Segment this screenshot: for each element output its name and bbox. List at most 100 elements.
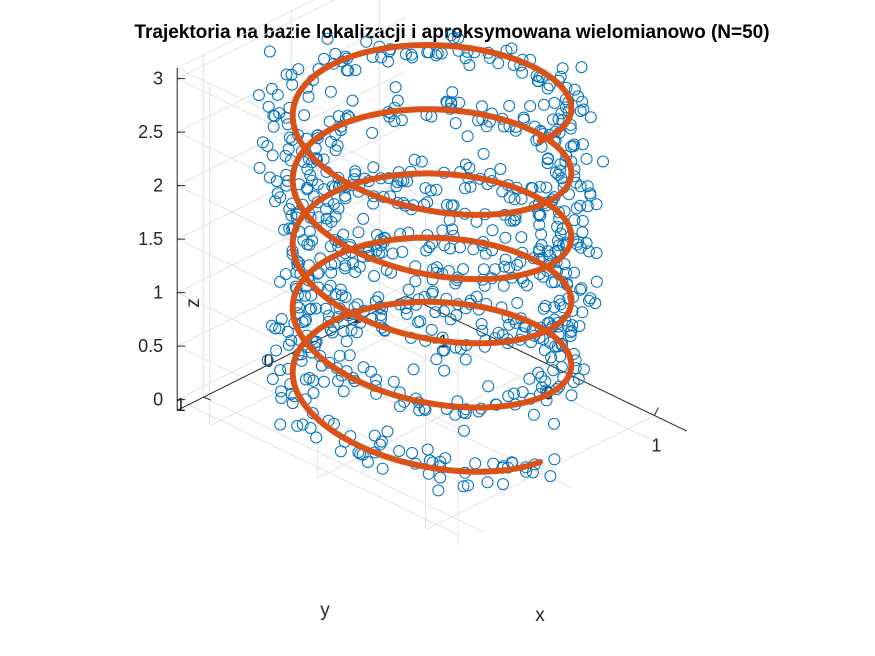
localization-point	[535, 371, 548, 383]
localization-point	[597, 155, 609, 168]
localization-point	[340, 335, 353, 348]
localization-point	[521, 279, 533, 292]
localization-point	[303, 238, 316, 251]
localization-point	[511, 296, 524, 309]
localization-point	[366, 126, 379, 139]
localization-point	[432, 484, 445, 497]
localization-point	[396, 245, 409, 258]
localization-point	[589, 297, 602, 310]
localization-point	[574, 180, 587, 193]
localization-point	[523, 372, 536, 385]
localization-point	[349, 168, 362, 181]
localization-point	[407, 363, 420, 376]
localization-point	[420, 244, 433, 257]
localization-point	[337, 228, 350, 241]
localization-point	[324, 240, 337, 253]
localization-point	[574, 199, 587, 212]
localization-point	[565, 324, 578, 337]
localization-point	[477, 147, 490, 160]
localization-point	[534, 180, 547, 193]
localization-point	[457, 480, 470, 493]
localization-point	[273, 322, 286, 335]
localization-point	[463, 161, 476, 174]
localization-point	[462, 479, 474, 492]
localization-point	[400, 307, 413, 320]
localization-point	[584, 292, 597, 305]
localization-point	[263, 45, 276, 58]
localization-point	[253, 161, 266, 174]
localization-point	[339, 192, 352, 205]
localization-point	[565, 389, 578, 402]
localization-point	[271, 187, 284, 200]
localization-point	[552, 206, 565, 219]
localization-point	[360, 35, 373, 48]
localization-point	[266, 373, 279, 385]
localization-point	[547, 113, 559, 126]
localization-point	[357, 361, 370, 374]
localization-point	[263, 171, 276, 184]
localization-point	[548, 453, 561, 466]
localization-point	[556, 62, 569, 75]
localization-point	[282, 338, 295, 351]
localization-point	[446, 223, 459, 236]
z-tick-label: 1	[153, 283, 163, 303]
localization-point	[280, 68, 293, 81]
localization-point	[265, 319, 278, 332]
localization-point	[337, 385, 350, 398]
localization-point	[552, 239, 565, 252]
localization-point	[319, 302, 332, 315]
localization-point	[547, 364, 560, 377]
localization-point	[503, 191, 516, 204]
localization-point	[309, 302, 322, 315]
y-tick-label: 0	[264, 351, 274, 371]
localization-point	[581, 180, 594, 193]
localization-point	[324, 135, 337, 148]
localization-point	[429, 306, 442, 319]
localization-point	[532, 366, 545, 379]
localization-point	[459, 158, 472, 171]
localization-point	[533, 209, 546, 222]
z-tick-label: 3	[153, 69, 163, 89]
localization-point	[365, 365, 377, 378]
localization-point	[346, 94, 359, 107]
localization-point	[415, 155, 428, 168]
localization-point	[305, 302, 317, 315]
localization-point	[425, 323, 438, 336]
localization-point	[464, 180, 477, 193]
localization-point	[269, 322, 282, 335]
localization-point	[516, 386, 529, 399]
localization-point	[285, 68, 298, 81]
localization-point	[349, 266, 362, 278]
localization-point	[270, 344, 283, 357]
localization-point	[274, 364, 287, 377]
localization-point	[541, 153, 554, 166]
localization-point	[368, 270, 381, 282]
z-tick-label: 2.5	[138, 122, 163, 142]
localization-point	[479, 247, 492, 260]
localization-point	[297, 234, 310, 247]
localization-point	[405, 48, 418, 61]
localization-point	[554, 350, 567, 363]
localization-point	[291, 419, 304, 432]
localization-point	[305, 289, 318, 302]
y-tick-mark	[203, 396, 211, 401]
z-tick-label: 1.5	[138, 229, 163, 249]
localization-point	[515, 231, 528, 244]
localization-point	[349, 165, 362, 178]
x-tick-label: 1	[651, 436, 661, 456]
localization-point	[508, 387, 520, 400]
z-tick-label: 0.5	[138, 336, 163, 356]
localization-point	[470, 290, 483, 303]
localization-point	[419, 182, 432, 194]
localization-point	[502, 390, 515, 403]
localization-point	[408, 153, 421, 166]
localization-point	[475, 318, 488, 330]
localization-point	[503, 261, 516, 274]
localization-point	[389, 81, 402, 94]
localization-point	[583, 245, 595, 258]
localization-point	[533, 243, 546, 256]
localization-point	[438, 344, 451, 357]
localization-point	[567, 140, 580, 153]
localization-point	[311, 178, 324, 191]
localization-point	[252, 89, 265, 102]
